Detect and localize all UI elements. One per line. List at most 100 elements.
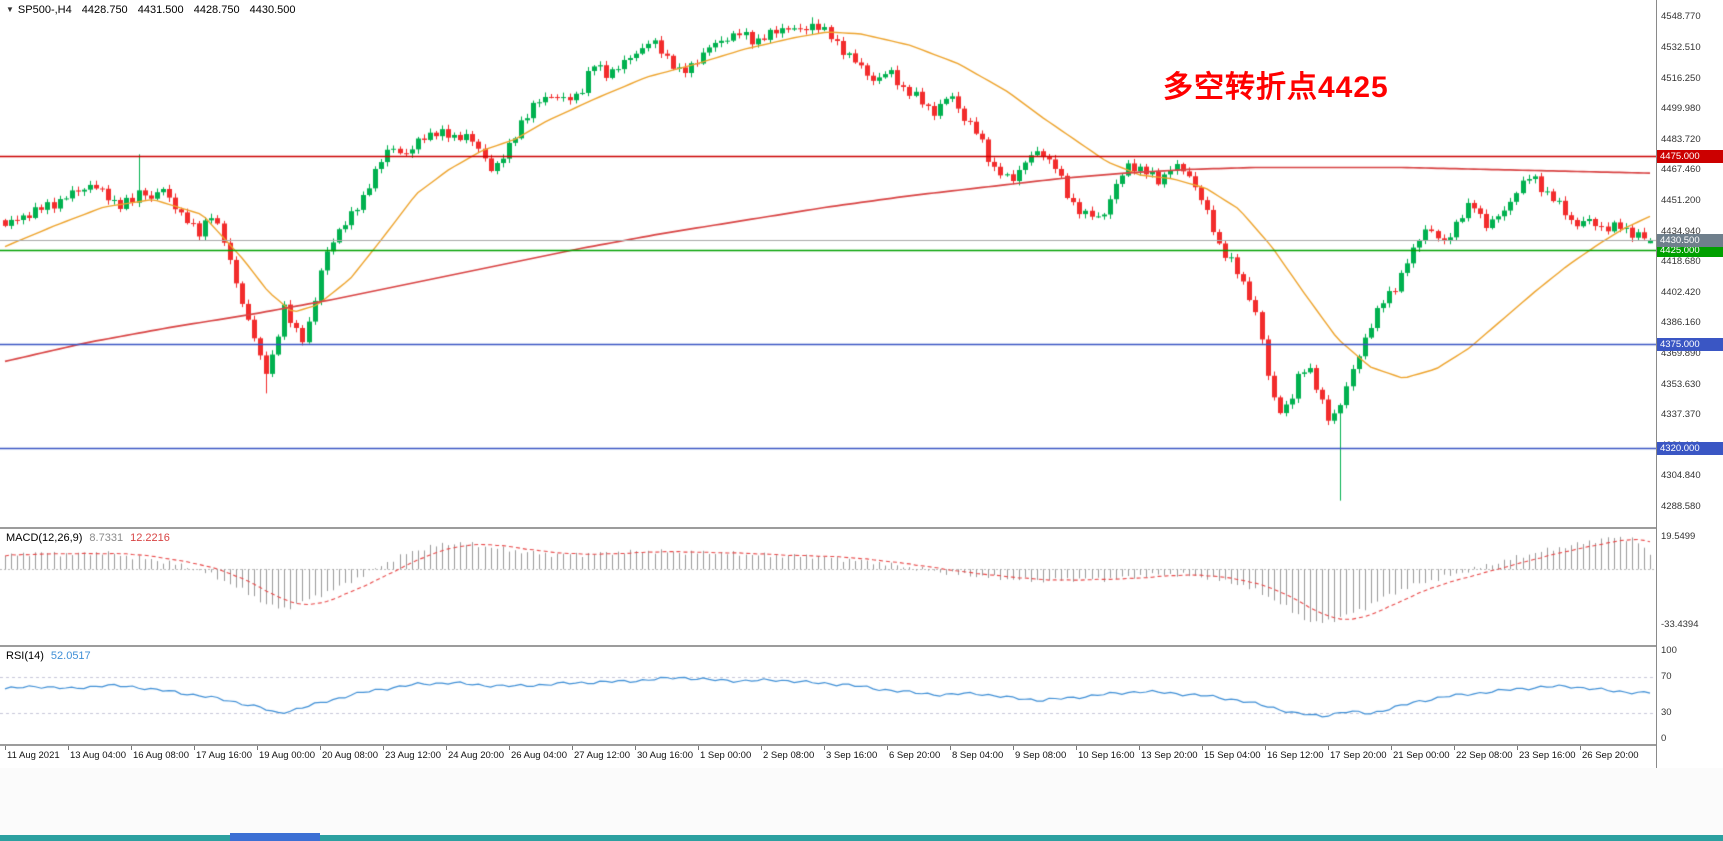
price-axis-label: 4386.160 xyxy=(1661,317,1701,329)
ohlc-close: 4430.500 xyxy=(249,4,296,16)
time-axis-tick xyxy=(1454,746,1455,750)
time-axis-tick xyxy=(1517,746,1518,750)
time-axis-label: 30 Aug 16:00 xyxy=(637,750,693,761)
time-axis-label: 8 Sep 04:00 xyxy=(952,750,1004,761)
price-axis-label: 4353.630 xyxy=(1661,378,1701,390)
macd-axis-label: 19.5499 xyxy=(1661,530,1696,542)
time-axis-tick xyxy=(383,746,384,750)
time-axis-tick xyxy=(320,746,321,750)
price-axis-label: 4499.980 xyxy=(1661,103,1701,115)
macd-canvas[interactable] xyxy=(0,529,1656,645)
taskbar-button-peek[interactable] xyxy=(230,833,320,841)
time-axis-tick xyxy=(131,746,132,750)
time-axis-label: 16 Aug 08:00 xyxy=(133,750,189,761)
time-axis-label: 13 Aug 04:00 xyxy=(70,750,126,761)
macd-axis-label: -33.4394 xyxy=(1661,618,1699,630)
price-axis-label: 4304.840 xyxy=(1661,470,1701,482)
rsi-label-strip: RSI(14) 52.0517 xyxy=(6,650,91,662)
price-axis-label: 4288.580 xyxy=(1661,501,1701,513)
time-axis-label: 26 Sep 20:00 xyxy=(1582,750,1639,761)
main-chart-panel: ▼ SP500-,H4 4428.750 4431.500 4428.750 44… xyxy=(0,0,1656,527)
time-axis[interactable]: 11 Aug 2021 13 Aug 04:00 16 Aug 08:00 17 Au… xyxy=(0,746,1656,768)
price-axis-label: 4467.460 xyxy=(1661,164,1701,176)
panel-splitter[interactable] xyxy=(0,744,1723,746)
price-axis-label: 4483.720 xyxy=(1661,133,1701,145)
time-axis-label: 21 Sep 00:00 xyxy=(1393,750,1450,761)
price-axis-label: 4532.510 xyxy=(1661,41,1701,53)
rsi-value: 52.0517 xyxy=(50,650,91,662)
price-axis[interactable]: 4548.770 4532.510 4516.250 4499.980 4483.720… xyxy=(1656,0,1723,768)
price-axis-label: 4418.680 xyxy=(1661,256,1701,268)
time-axis-label: 11 Aug 2021 xyxy=(7,750,60,761)
price-badge: 4430.500 xyxy=(1657,233,1723,247)
symbol-ohlc-header: ▼ SP500-,H4 4428.750 4431.500 4428.750 44… xyxy=(6,4,303,16)
price-badge: 4475.000 xyxy=(1657,150,1723,164)
time-axis-label: 3 Sep 16:00 xyxy=(826,750,878,761)
time-axis-tick xyxy=(1139,746,1140,750)
macd-panel: MACD(12,26,9) 8.7331 12.2216 xyxy=(0,529,1656,645)
time-axis-label: 2 Sep 08:00 xyxy=(763,750,815,761)
price-axis-label: 4516.250 xyxy=(1661,72,1701,84)
time-axis-tick xyxy=(1580,746,1581,750)
price-axis-label: 4548.770 xyxy=(1661,11,1701,23)
time-axis-tick xyxy=(1013,746,1014,750)
chart-annotation[interactable]: 多空转折点4425 xyxy=(1163,71,1389,104)
bottom-margin-area xyxy=(0,768,1723,841)
time-axis-tick xyxy=(257,746,258,750)
time-axis-tick xyxy=(698,746,699,750)
time-axis-tick xyxy=(68,746,69,750)
price-axis-label: 4402.420 xyxy=(1661,286,1701,298)
time-axis-label: 9 Sep 08:00 xyxy=(1015,750,1067,761)
time-axis-tick xyxy=(446,746,447,750)
rsi-axis-label: 0 xyxy=(1661,733,1667,744)
time-axis-tick xyxy=(1265,746,1266,750)
price-axis-label: 4434.940 xyxy=(1661,225,1701,237)
macd-indicator-label: MACD(12,26,9) xyxy=(6,532,83,544)
ohlc-open: 4428.750 xyxy=(81,4,128,16)
time-axis-tick xyxy=(887,746,888,750)
price-badge: 4425.000 xyxy=(1657,244,1723,258)
rsi-indicator-label: RSI(14) xyxy=(6,650,44,662)
time-axis-label: 16 Sep 12:00 xyxy=(1267,750,1324,761)
time-axis-label: 23 Aug 12:00 xyxy=(385,750,441,761)
time-axis-label: 24 Aug 20:00 xyxy=(448,750,504,761)
rsi-panel: RSI(14) 52.0517 xyxy=(0,647,1656,744)
time-axis-tick xyxy=(1328,746,1329,750)
time-axis-tick xyxy=(1076,746,1077,750)
time-axis-tick xyxy=(1391,746,1392,750)
rsi-axis-label: 100 xyxy=(1661,645,1677,656)
panel-splitter[interactable] xyxy=(0,645,1723,647)
macd-signal-value: 12.2216 xyxy=(130,532,170,544)
time-axis-tick xyxy=(572,746,573,750)
macd-main-value: 8.7331 xyxy=(89,532,124,544)
time-axis-label: 15 Sep 04:00 xyxy=(1204,750,1261,761)
symbol-period-label: SP500-,H4 xyxy=(17,4,72,16)
time-axis-tick xyxy=(5,746,6,750)
macd-label-strip: MACD(12,26,9) 8.7331 12.2216 xyxy=(6,532,170,544)
time-axis-tick xyxy=(194,746,195,750)
ohlc-low: 4428.750 xyxy=(193,4,240,16)
panel-splitter[interactable] xyxy=(0,527,1723,529)
time-axis-label: 17 Sep 20:00 xyxy=(1330,750,1387,761)
ohlc-high: 4431.500 xyxy=(137,4,184,16)
time-axis-tick xyxy=(1202,746,1203,750)
time-axis-tick xyxy=(824,746,825,750)
one-click-trading-arrow-icon[interactable]: ▼ xyxy=(6,5,14,14)
price-axis-label: 4369.890 xyxy=(1661,348,1701,360)
time-axis-tick xyxy=(635,746,636,750)
rsi-axis-label: 30 xyxy=(1661,706,1672,718)
price-badge: 4320.000 xyxy=(1657,441,1723,455)
taskbar-strip[interactable] xyxy=(0,835,1723,841)
time-axis-label: 10 Sep 16:00 xyxy=(1078,750,1135,761)
price-chart-canvas[interactable] xyxy=(0,0,1656,527)
time-axis-label: 22 Sep 08:00 xyxy=(1456,750,1513,761)
rsi-axis-label: 70 xyxy=(1661,671,1672,683)
time-axis-label: 1 Sep 00:00 xyxy=(700,750,752,761)
time-axis-label: 23 Sep 16:00 xyxy=(1519,750,1576,761)
time-axis-label: 27 Aug 12:00 xyxy=(574,750,630,761)
price-axis-label: 4337.370 xyxy=(1661,409,1701,421)
time-axis-label: 20 Aug 08:00 xyxy=(322,750,378,761)
rsi-canvas[interactable] xyxy=(0,647,1656,744)
time-axis-label: 17 Aug 16:00 xyxy=(196,750,252,761)
time-axis-label: 19 Aug 00:00 xyxy=(259,750,315,761)
